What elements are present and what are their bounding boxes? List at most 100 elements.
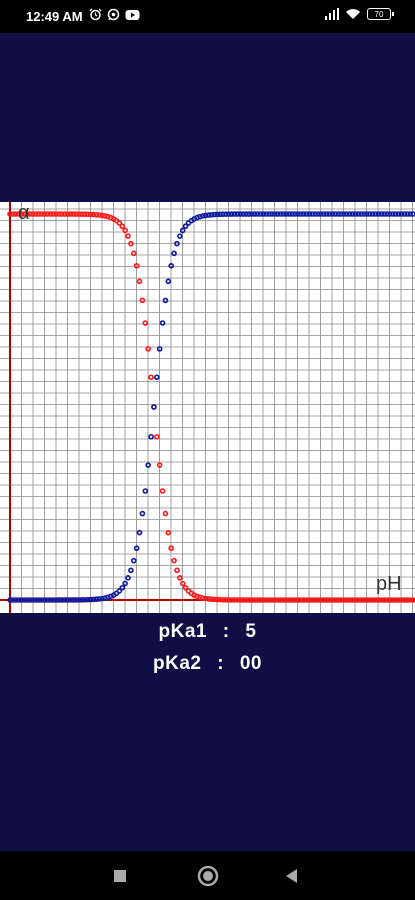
base-point	[401, 211, 408, 217]
acid-point	[211, 596, 218, 603]
acid-point	[148, 374, 154, 381]
system-icons: 70	[324, 8, 394, 20]
base-point	[171, 250, 177, 257]
base-point	[182, 223, 189, 230]
acid-point	[329, 597, 336, 603]
pka1-separator: :	[222, 621, 230, 642]
base-point	[41, 597, 48, 603]
base-point	[168, 262, 174, 269]
acid-fraction-series	[7, 211, 415, 603]
home-button[interactable]	[197, 865, 219, 887]
base-fraction-series	[7, 211, 415, 603]
base-point	[79, 597, 85, 603]
base-point	[174, 240, 180, 247]
base-point	[292, 211, 298, 217]
acid-point	[249, 597, 255, 603]
base-point	[59, 597, 65, 603]
base-point	[116, 588, 123, 594]
pka2-separator: :	[217, 653, 225, 674]
base-point	[349, 211, 356, 217]
base-point	[286, 211, 293, 217]
acid-point	[12, 211, 19, 217]
base-point	[240, 211, 246, 217]
acid-point	[361, 597, 367, 603]
acid-point	[349, 597, 356, 603]
acid-point	[343, 597, 350, 603]
base-point	[335, 211, 341, 217]
acid-point	[280, 597, 287, 603]
acid-point	[122, 227, 128, 234]
acid-point	[99, 212, 105, 219]
acid-point	[335, 597, 341, 603]
base-point	[159, 320, 166, 326]
base-point	[404, 211, 411, 217]
base-point	[392, 211, 399, 217]
acid-point	[352, 597, 359, 603]
base-point	[156, 346, 163, 352]
back-button[interactable]	[284, 868, 300, 884]
base-point	[208, 211, 215, 218]
acid-point	[59, 211, 65, 217]
acid-point	[50, 211, 56, 217]
recents-button[interactable]	[113, 869, 127, 883]
base-point	[254, 211, 261, 217]
base-point	[96, 596, 103, 602]
acid-point	[309, 597, 316, 603]
base-point	[277, 211, 284, 217]
base-point	[367, 211, 373, 217]
acid-point	[272, 597, 278, 603]
base-point	[205, 212, 212, 218]
acid-point	[320, 597, 327, 603]
titration-plot[interactable]: α pH	[0, 202, 415, 613]
base-point	[326, 211, 333, 217]
acid-point	[306, 597, 313, 603]
battery-icon: 70	[367, 8, 394, 20]
acid-point	[177, 575, 183, 581]
base-point	[323, 211, 330, 217]
acid-point	[53, 211, 59, 217]
acid-point	[197, 594, 203, 601]
base-point	[99, 595, 105, 602]
base-point	[295, 211, 301, 217]
acid-point	[44, 211, 51, 217]
base-point	[102, 595, 108, 601]
chart-grid	[0, 202, 415, 613]
acid-point	[283, 597, 290, 603]
base-point	[410, 211, 415, 217]
base-point	[133, 545, 140, 552]
acid-point	[76, 211, 82, 217]
base-point	[315, 211, 321, 217]
base-point	[407, 211, 413, 217]
base-point	[390, 211, 396, 217]
acid-point	[18, 211, 25, 217]
acid-point	[398, 597, 405, 603]
base-point	[398, 211, 405, 217]
acid-point	[407, 597, 413, 603]
base-point	[130, 557, 137, 564]
acid-point	[404, 597, 411, 603]
base-point	[122, 580, 128, 587]
acid-point	[64, 211, 71, 217]
acid-point	[381, 597, 388, 603]
base-point	[162, 297, 169, 304]
acid-point	[182, 584, 189, 591]
base-point	[214, 211, 221, 218]
base-point	[200, 213, 206, 219]
acid-point	[179, 580, 186, 587]
base-point	[358, 211, 364, 217]
acid-point	[297, 597, 304, 603]
acid-point	[79, 211, 85, 217]
base-point	[260, 211, 267, 217]
base-point	[346, 211, 353, 217]
base-point	[364, 211, 370, 217]
acid-point	[355, 597, 362, 603]
base-point	[228, 211, 235, 217]
acid-point	[277, 597, 284, 603]
base-point	[87, 596, 94, 603]
base-point	[269, 211, 275, 217]
base-point	[280, 211, 287, 217]
base-point	[30, 597, 36, 603]
pka2-readout: pKa2 : 00	[0, 653, 415, 675]
acid-point	[10, 211, 16, 217]
base-point	[372, 211, 379, 217]
